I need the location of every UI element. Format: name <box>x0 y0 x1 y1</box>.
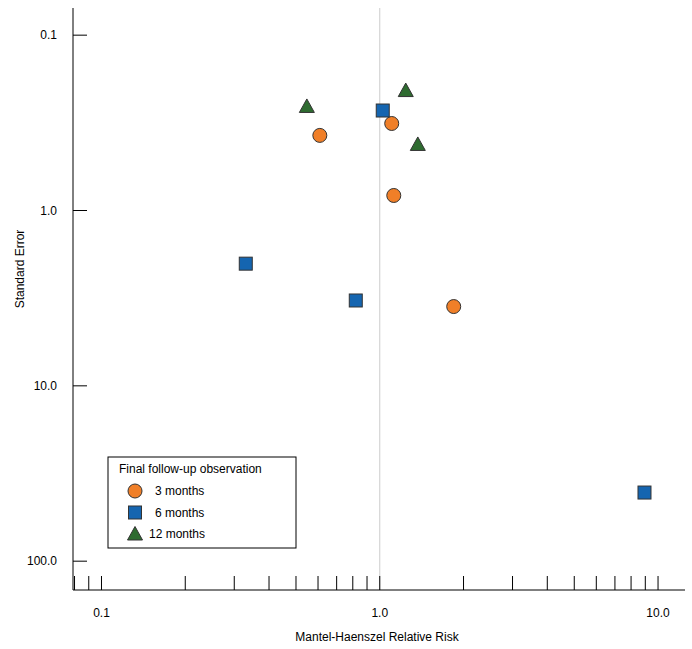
legend: Final follow-up observation 3 months 6 mon… <box>108 457 296 548</box>
x-axis-label: Mantel-Haenszel Relative Risk <box>295 630 459 644</box>
x-tick <box>658 576 659 590</box>
y-tick <box>73 561 87 562</box>
legend-label: 12 months <box>149 527 205 541</box>
x-minor-tick <box>74 576 75 590</box>
x-minor-tick <box>645 576 646 590</box>
x-minor-tick <box>185 576 186 590</box>
x-minor-tick <box>352 576 353 590</box>
y-tick <box>73 385 87 386</box>
y-axis <box>73 8 74 590</box>
x-minor-tick <box>574 576 575 590</box>
x-minor-tick <box>614 576 615 590</box>
x-minor-tick <box>631 576 632 590</box>
point <box>447 300 461 314</box>
x-minor-tick <box>295 576 296 590</box>
y-tick-label: 1.0 <box>40 204 57 218</box>
x-axis <box>73 590 685 591</box>
point <box>410 137 425 151</box>
legend-marker <box>128 527 143 541</box>
x-minor-tick <box>367 576 368 590</box>
legend-marker <box>129 506 142 519</box>
x-tick-label: 0.1 <box>93 606 110 620</box>
x-tick-label: 1.0 <box>371 606 388 620</box>
point <box>239 257 252 270</box>
y-tick-label: 100.0 <box>27 554 57 568</box>
x-tick-label: 10.0 <box>646 606 670 620</box>
reference-line <box>379 8 380 590</box>
point <box>387 188 401 202</box>
point <box>638 486 651 499</box>
points <box>239 83 651 499</box>
legend-box <box>108 457 296 548</box>
x-tick <box>379 576 380 590</box>
point <box>398 83 413 97</box>
x-minor-tick <box>88 576 89 590</box>
point <box>376 104 389 117</box>
point <box>299 99 314 113</box>
x-tick <box>101 576 102 590</box>
point <box>385 116 399 130</box>
y-tick <box>73 35 87 36</box>
x-minor-tick <box>318 576 319 590</box>
x-minor-tick <box>234 576 235 590</box>
x-minor-tick <box>512 576 513 590</box>
y-axis-label: Standard Error <box>13 230 27 309</box>
point <box>349 294 362 307</box>
point <box>313 128 327 142</box>
legend-marker <box>128 484 142 498</box>
x-minor-tick <box>596 576 597 590</box>
x-minor-tick <box>547 576 548 590</box>
y-tick <box>73 210 87 211</box>
y-tick-label: 10.0 <box>34 379 58 393</box>
legend-label: 6 months <box>155 506 204 520</box>
legend-label: 3 months <box>155 484 204 498</box>
x-minor-tick <box>336 576 337 590</box>
legend-title: Final follow-up observation <box>119 462 262 476</box>
chart: 0.1 1.0 10.0 0.1 1.0 10.0 100.0 Mantel-Haenszel… <box>0 0 692 649</box>
x-minor-tick <box>269 576 270 590</box>
x-minor-tick <box>463 576 464 590</box>
y-tick-label: 0.1 <box>40 28 57 42</box>
